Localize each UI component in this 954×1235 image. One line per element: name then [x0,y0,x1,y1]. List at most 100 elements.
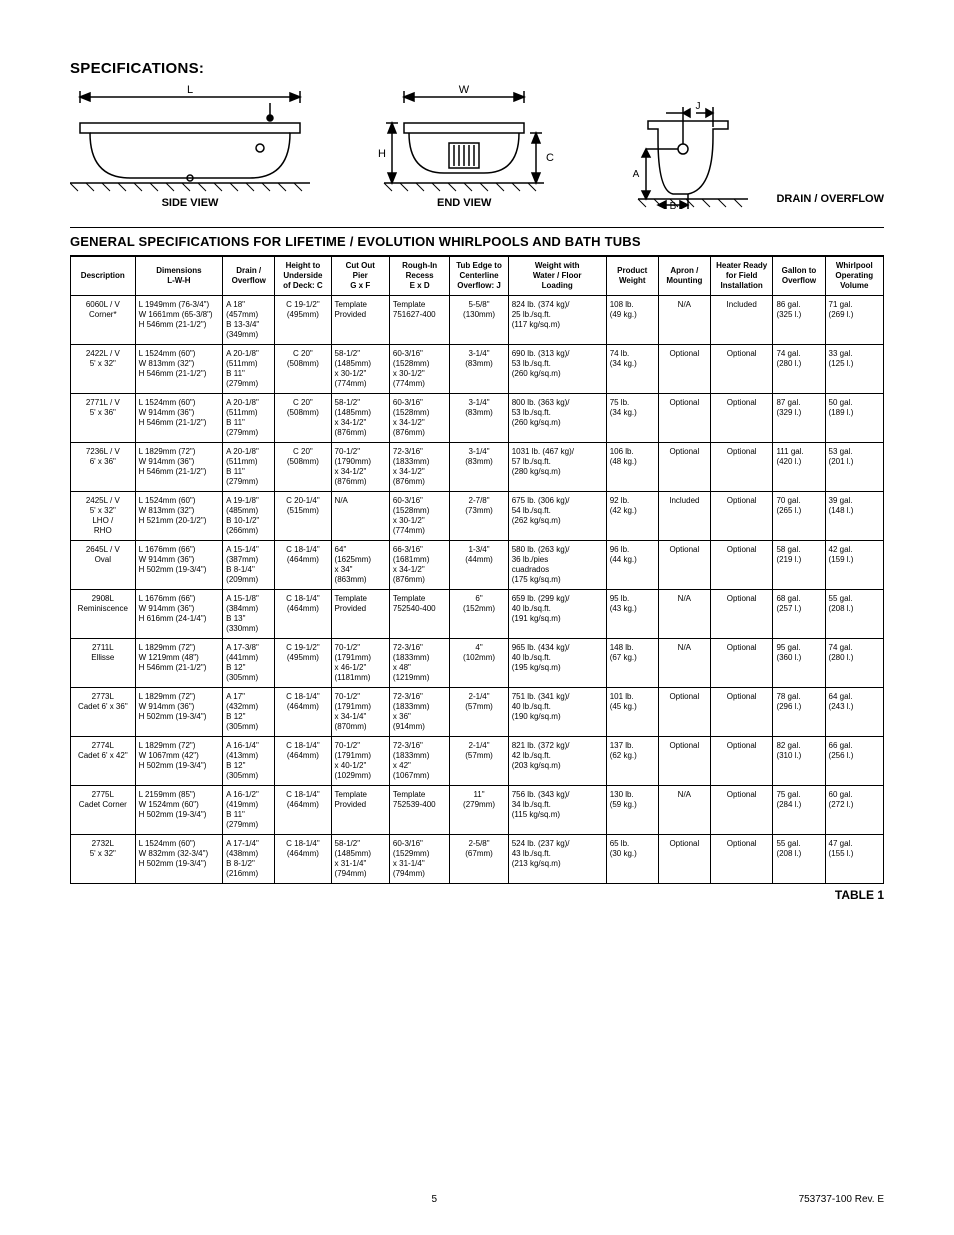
dim-C: C [546,152,554,164]
col-header: Rough-InRecessE x D [389,257,449,296]
table-cell: A 17-1/4"(438mm)B 8-1/2"(216mm) [223,835,275,884]
table-row: 2711LEllisseL 1829mm (72")W 1219mm (48")… [71,639,884,688]
table-cell: 4"(102mm) [450,639,508,688]
table-cell: L 1829mm (72")W 914mm (36")H 502mm (19-3… [135,688,223,737]
table-cell: Included [710,296,773,345]
table-cell: L 1524mm (60")W 813mm (32")H 521mm (20-1… [135,492,223,541]
drain-overflow-label: DRAIN / OVERFLOW [776,193,884,205]
table-cell: L 1676mm (66")W 914mm (36")H 616mm (24-1… [135,590,223,639]
table-cell: 64 gal.(243 l.) [825,688,883,737]
table-cell: A 17-3/8"(441mm)B 12"(305mm) [223,639,275,688]
table-cell: L 1829mm (72")W 1219mm (48")H 546mm (21-… [135,639,223,688]
table-cell: C 19-1/2"(495mm) [275,296,331,345]
table-cell: TemplateProvided [331,590,389,639]
table-cell: 72-3/16"(1833mm)x 48"(1219mm) [389,639,449,688]
table-cell: 800 lb. (363 kg)/53 lb./sq.ft.(260 kg/sq… [508,394,606,443]
table-cell: 72-3/16"(1833mm)x 42"(1067mm) [389,737,449,786]
table-cell: 66 gal.(256 l.) [825,737,883,786]
table-cell: 74 gal.(280 l.) [773,345,825,394]
table-cell: L 1524mm (60")W 914mm (36")H 546mm (21-1… [135,394,223,443]
table-cell: 53 gal.(201 l.) [825,443,883,492]
table-cell: A 19-1/8"(485mm)B 10-1/2"(266mm) [223,492,275,541]
table-cell: C 18-1/4"(464mm) [275,688,331,737]
dim-L: L [187,84,193,96]
table-caption: TABLE 1 [70,888,884,902]
table-cell: 68 gal.(257 l.) [773,590,825,639]
table-cell: N/A [658,296,710,345]
table-cell: N/A [658,590,710,639]
side-view-label: SIDE VIEW [162,197,219,209]
col-header: Apron /Mounting [658,257,710,296]
table-cell: L 2159mm (85")W 1524mm (60")H 502mm (19-… [135,786,223,835]
table-cell: C 18-1/4"(464mm) [275,786,331,835]
table-cell: Optional [710,345,773,394]
table-cell: TemplateProvided [331,786,389,835]
table-cell: L 1829mm (72")W 914mm (36")H 546mm (21-1… [135,443,223,492]
table-cell: 2732L5' x 32" [71,835,136,884]
table-cell: 2425L / V5' x 32"LHO /RHO [71,492,136,541]
table-cell: A 15-1/4"(387mm)B 8-1/4"(209mm) [223,541,275,590]
specifications-heading: SPECIFICATIONS: [70,60,884,77]
col-header: Drain /Overflow [223,257,275,296]
table-cell: 95 lb.(43 kg.) [606,590,658,639]
table-cell: 66-3/16"(1681mm)x 34-1/2"(876mm) [389,541,449,590]
table-cell: 690 lb. (313 kg)/53 lb./sq.ft.(260 kg/sq… [508,345,606,394]
table-cell: 2774LCadet 6' x 42" [71,737,136,786]
col-header: Heater Readyfor FieldInstallation [710,257,773,296]
general-spec-heading: GENERAL SPECIFICATIONS FOR LIFETIME / EV… [70,227,884,256]
table-cell: Optional [658,737,710,786]
table-cell: 137 lb.(62 kg.) [606,737,658,786]
table-cell: 60-3/16"(1528mm)x 30-1/2"(774mm) [389,345,449,394]
table-cell: 42 gal.(159 l.) [825,541,883,590]
table-cell: 58-1/2"(1485mm)x 31-1/4"(794mm) [331,835,389,884]
table-cell: 7236L / V6' x 36" [71,443,136,492]
table-cell: 75 lb.(34 kg.) [606,394,658,443]
table-cell: Optional [658,835,710,884]
table-cell: Included [658,492,710,541]
table-cell: 70 gal.(265 l.) [773,492,825,541]
table-cell: Optional [710,492,773,541]
table-cell: 58 gal.(219 l.) [773,541,825,590]
table-cell: 72-3/16"(1833mm)x 34-1/2"(876mm) [389,443,449,492]
table-cell: 3-1/4"(83mm) [450,345,508,394]
table-cell: 95 gal.(360 l.) [773,639,825,688]
table-cell: L 1949mm (76-3/4")W 1661mm (65-3/8")H 54… [135,296,223,345]
table-cell: 2-1/4"(57mm) [450,737,508,786]
table-cell: 92 lb.(42 kg.) [606,492,658,541]
col-header: Description [71,257,136,296]
table-cell: C 18-1/4"(464mm) [275,541,331,590]
table-cell: Optional [710,835,773,884]
table-cell: 2-1/4"(57mm) [450,688,508,737]
table-cell: 47 gal.(155 l.) [825,835,883,884]
end-view: W H C END VIEW [354,83,574,209]
table-cell: 751 lb. (341 kg)/40 lb./sq.ft.(190 kg/sq… [508,688,606,737]
table-cell: C 20"(508mm) [275,443,331,492]
table-cell: 75 gal.(284 l.) [773,786,825,835]
col-header: DimensionsL-W-H [135,257,223,296]
view-diagrams: L SIDE VIEW [70,83,884,209]
table-cell: 70-1/2"(1791mm)x 40-1/2"(1029mm) [331,737,389,786]
table-cell: 101 lb.(45 kg.) [606,688,658,737]
spec-table: DescriptionDimensionsL-W-HDrain /Overflo… [70,256,884,884]
col-header: Weight withWater / FloorLoading [508,257,606,296]
table-cell: Optional [658,394,710,443]
table-cell: 70-1/2"(1791mm)x 34-1/4"(870mm) [331,688,389,737]
table-cell: L 1829mm (72")W 1067mm (42")H 502mm (19-… [135,737,223,786]
table-row: 2732L5' x 32"L 1524mm (60")W 832mm (32-3… [71,835,884,884]
table-cell: 65 lb.(30 kg.) [606,835,658,884]
table-cell: 6"(152mm) [450,590,508,639]
table-row: 2422L / V5' x 32"L 1524mm (60")W 813mm (… [71,345,884,394]
table-cell: 108 lb.(49 kg.) [606,296,658,345]
table-cell: 64"(1625mm)x 34"(863mm) [331,541,389,590]
table-cell: Optional [658,688,710,737]
table-cell: 60-3/16"(1528mm)x 34-1/2"(876mm) [389,394,449,443]
col-header: WhirlpoolOperatingVolume [825,257,883,296]
table-cell: 74 gal.(280 l.) [825,639,883,688]
table-cell: 3-1/4"(83mm) [450,394,508,443]
table-cell: 70-1/2"(1791mm)x 46-1/2"(1181mm) [331,639,389,688]
col-header: Tub Edge toCenterlineOverflow: J [450,257,508,296]
table-cell: 5-5/8"(130mm) [450,296,508,345]
end-view-label: END VIEW [437,197,491,209]
table-cell: 2773LCadet 6' x 36" [71,688,136,737]
table-cell: 2771L / V5' x 36" [71,394,136,443]
